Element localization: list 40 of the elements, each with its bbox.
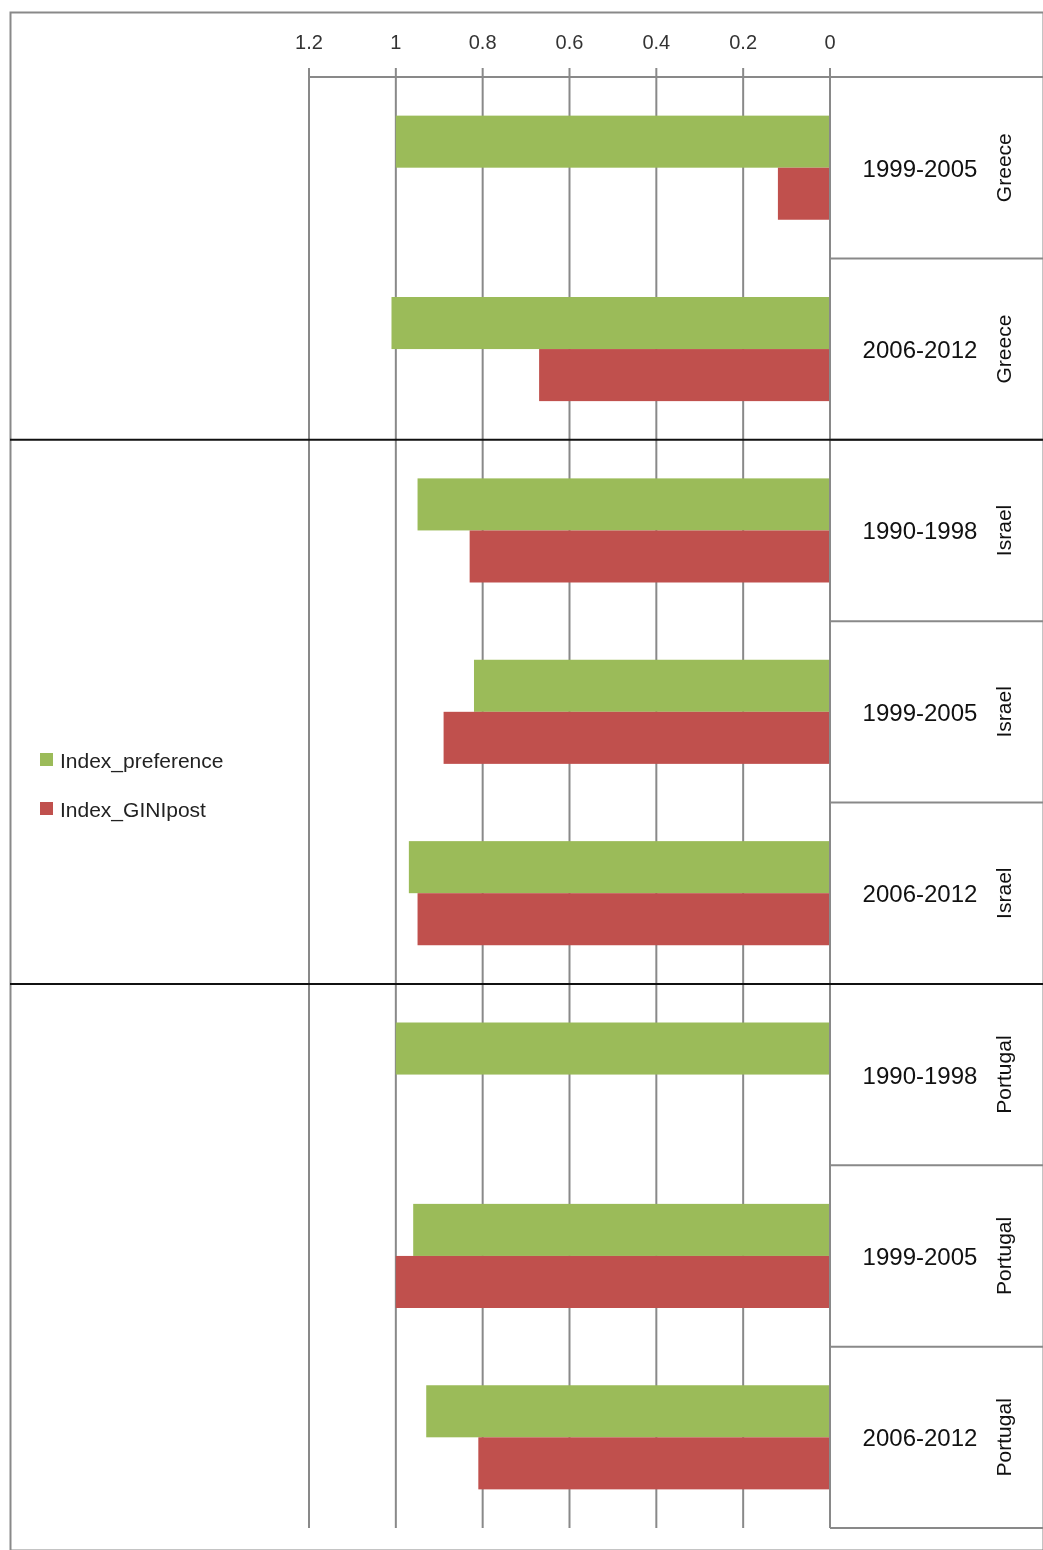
bar bbox=[478, 1437, 830, 1490]
bar bbox=[395, 115, 830, 168]
bar bbox=[539, 349, 830, 402]
y2-tick-label: Israel bbox=[991, 686, 1015, 738]
x-tick-label: 1.2 bbox=[295, 31, 323, 53]
legend-label: Index_GINIpost bbox=[60, 797, 207, 822]
bar bbox=[417, 478, 830, 531]
x-tick-label: 0.4 bbox=[642, 31, 671, 53]
bar bbox=[417, 893, 830, 946]
x-tick-label: 0.2 bbox=[729, 31, 758, 53]
y-tick-label: 2006-2012 bbox=[862, 1423, 978, 1451]
x-tick-label: 0.8 bbox=[468, 31, 497, 53]
x-tick-label: 1 bbox=[390, 31, 402, 53]
y-tick-label: 1990-1998 bbox=[862, 1061, 978, 1089]
y2-tick-label: Greece bbox=[991, 314, 1015, 384]
bar bbox=[443, 711, 830, 764]
y2-tick-label: Portugal bbox=[991, 1398, 1015, 1477]
x-tick-label: 0 bbox=[824, 31, 836, 53]
y2-tick-label: Greece bbox=[991, 133, 1015, 203]
y2-tick-label: Portugal bbox=[991, 1035, 1015, 1114]
bar bbox=[408, 841, 830, 894]
y-tick-label: 2006-2012 bbox=[862, 879, 978, 907]
y-tick-label: 1990-1998 bbox=[862, 516, 978, 544]
bar bbox=[469, 530, 830, 583]
bar bbox=[777, 167, 830, 220]
y2-tick-label: Israel bbox=[991, 504, 1015, 557]
x-tick-label: 0.6 bbox=[555, 31, 584, 53]
legend-label: Index_preference bbox=[60, 748, 224, 773]
bar bbox=[395, 1022, 830, 1075]
y2-tick-label: Israel bbox=[991, 867, 1015, 919]
bar bbox=[391, 297, 830, 350]
y-tick-label: 1999-2005 bbox=[862, 1242, 978, 1270]
bar bbox=[426, 1385, 830, 1438]
bar bbox=[473, 659, 830, 712]
y-tick-label: 1999-2005 bbox=[862, 154, 978, 182]
y-tick-label: 2006-2012 bbox=[862, 335, 978, 363]
y-tick-label: 1999-2005 bbox=[862, 698, 978, 726]
bar bbox=[395, 1255, 830, 1308]
y2-tick-label: Portugal bbox=[991, 1216, 1015, 1296]
bar bbox=[413, 1203, 830, 1256]
